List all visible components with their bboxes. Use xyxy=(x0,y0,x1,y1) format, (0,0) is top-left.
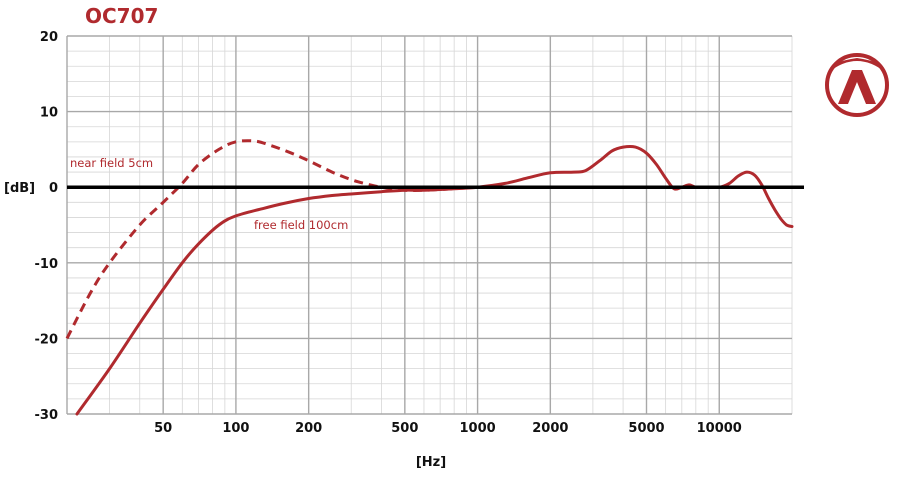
annotation-near-field: near field 5cm xyxy=(70,156,153,170)
major-grid xyxy=(66,35,792,415)
y-axis-label: [dB] xyxy=(4,181,35,196)
x-tick-label: 500 xyxy=(391,421,418,436)
x-tick-label: 50 xyxy=(154,421,172,436)
logo-cap xyxy=(829,58,885,72)
x-tick-label: 200 xyxy=(295,421,322,436)
logo-lambda-glyph xyxy=(838,70,876,104)
lambda-logo-icon xyxy=(825,53,889,117)
y-tick-label: 10 xyxy=(40,106,58,121)
annotation-free-field: free field 100cm xyxy=(254,218,348,232)
y-tick-label: -10 xyxy=(35,257,59,272)
minor-grid xyxy=(66,36,793,414)
chart-title: OC707 xyxy=(85,4,159,28)
series-line-near-field xyxy=(65,139,478,340)
series-layer xyxy=(65,139,794,416)
y-tick-labels: 20 10 0 -10 -20 -30 xyxy=(35,30,59,423)
y-tick-label: 20 xyxy=(40,30,58,45)
x-tick-label: 5000 xyxy=(628,421,664,436)
x-axis-label: [Hz] xyxy=(416,455,446,470)
x-tick-label: 100 xyxy=(222,421,249,436)
x-tick-labels: 50 100 200 500 1000 2000 5000 10000 xyxy=(154,421,742,436)
y-tick-label: -20 xyxy=(35,332,59,347)
x-tick-label: 10000 xyxy=(697,421,742,436)
x-tick-label: 2000 xyxy=(532,421,568,436)
y-tick-label: -30 xyxy=(35,408,59,423)
x-tick-label: 1000 xyxy=(459,421,495,436)
y-tick-label: 0 xyxy=(49,181,58,196)
series-line-free-field xyxy=(75,145,794,416)
